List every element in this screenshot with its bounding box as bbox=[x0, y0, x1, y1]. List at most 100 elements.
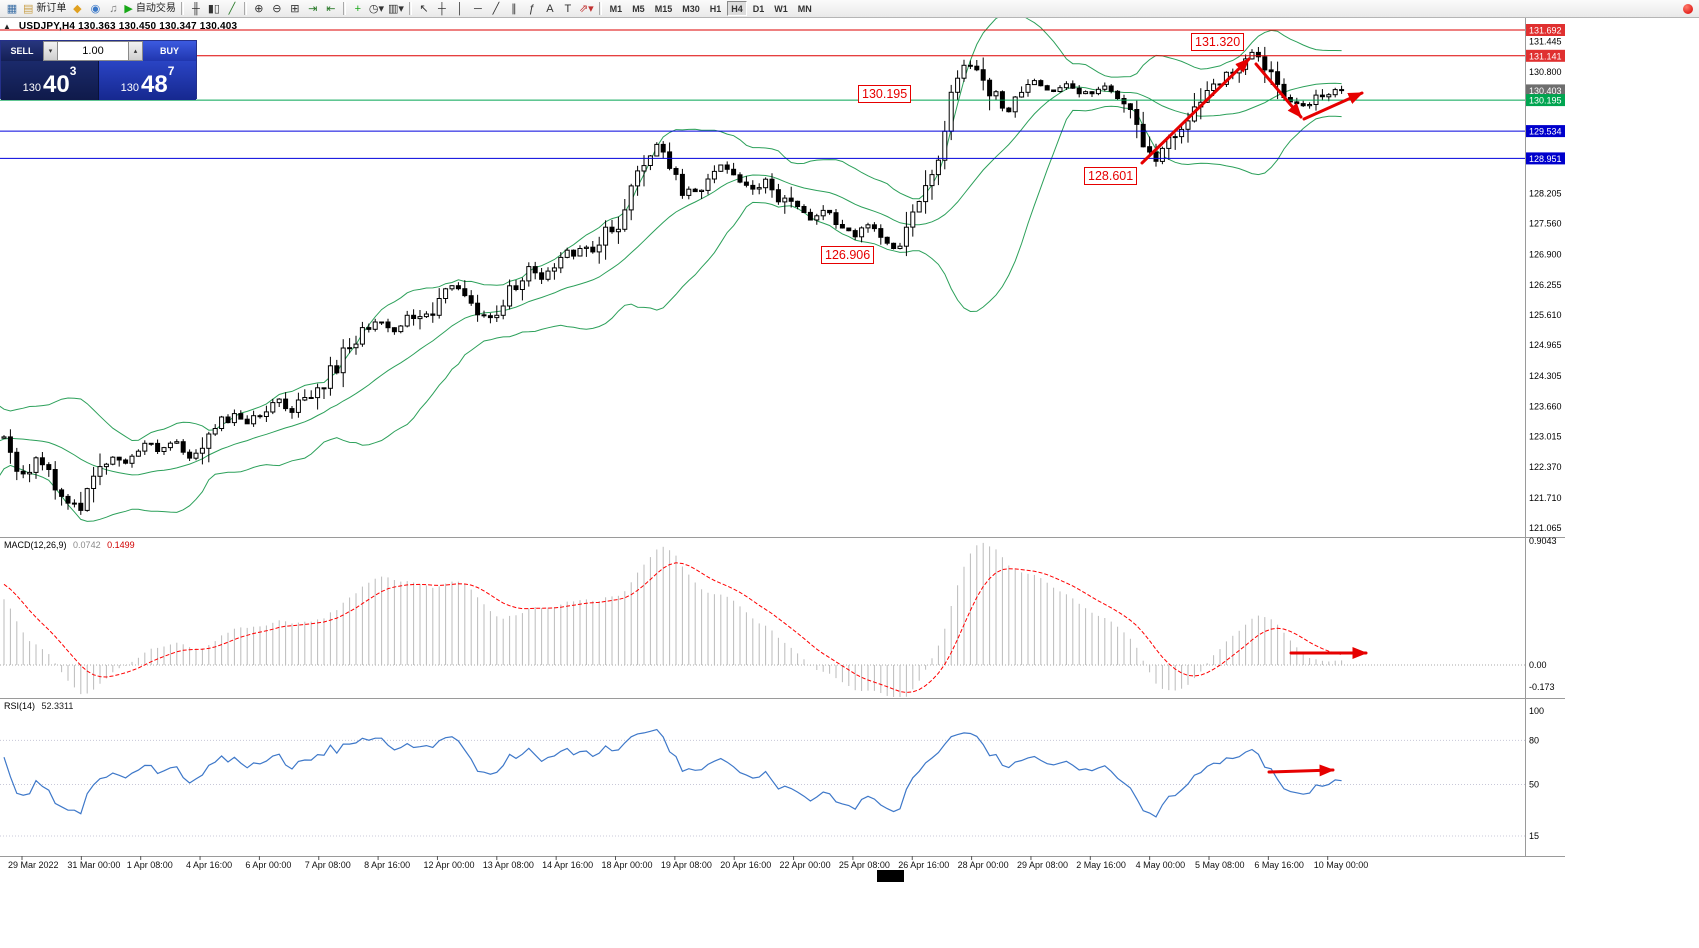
horizontal-line-icon[interactable]: ─ bbox=[469, 1, 487, 17]
macd-axis-label: -0.173 bbox=[1529, 682, 1555, 692]
scrollbar-thumb[interactable] bbox=[877, 870, 904, 882]
cursor-icon[interactable]: ↖ bbox=[415, 1, 433, 17]
time-axis-label: 31 Mar 00:00 bbox=[67, 860, 120, 870]
time-axis-label: 14 Apr 16:00 bbox=[542, 860, 593, 870]
timeframe-m15-button[interactable]: M15 bbox=[651, 1, 677, 16]
rsi-axis-label: 100 bbox=[1529, 706, 1544, 716]
trade-panel-price-row: 130 40 3 130 48 7 bbox=[1, 61, 196, 100]
price-axis-label: 122.370 bbox=[1529, 462, 1562, 472]
volume-input[interactable] bbox=[58, 41, 128, 61]
macd-value-2: 0.1499 bbox=[107, 540, 135, 550]
sell-price-big-digits: 40 bbox=[42, 71, 70, 98]
trendline-icon[interactable]: ╱ bbox=[487, 1, 505, 17]
time-axis-label: 4 Apr 16:00 bbox=[186, 860, 232, 870]
price-tag bbox=[1526, 94, 1565, 107]
timeframe-h4-button[interactable]: H4 bbox=[727, 1, 747, 16]
timeframe-d1-button[interactable]: D1 bbox=[749, 1, 769, 16]
bollinger-upper-band bbox=[0, 17, 1342, 442]
volume-increase-button[interactable]: ▴ bbox=[128, 41, 143, 61]
price-tag bbox=[1526, 125, 1565, 138]
bollinger-lower-band bbox=[0, 105, 1342, 522]
zoom-out-icon[interactable]: ⊖ bbox=[268, 1, 286, 17]
bar-chart-icon[interactable]: ╫ bbox=[187, 1, 205, 17]
arrows-icon[interactable]: ⇗▾ bbox=[578, 2, 594, 15]
macd-indicator-header: MACD(12,26,9) 0.0742 0.1499 bbox=[4, 540, 135, 550]
autotrading-button[interactable]: ▶ 自动交易 bbox=[124, 2, 176, 15]
text-icon[interactable]: A bbox=[541, 1, 559, 17]
trend-arrow[interactable] bbox=[1140, 57, 1251, 165]
price-annotation-label[interactable]: 126.906 bbox=[821, 246, 875, 264]
buy-price-prefix: 130 bbox=[120, 82, 139, 94]
tile-windows-icon[interactable]: ⊞ bbox=[286, 1, 304, 17]
time-axis-label: 4 May 00:00 bbox=[1136, 860, 1186, 870]
price-tag bbox=[1526, 49, 1565, 62]
sounds-icon[interactable]: ♫ bbox=[104, 1, 122, 17]
zoom-in-icon[interactable]: ⊕ bbox=[250, 1, 268, 17]
new-order-button[interactable]: ▤ 新订单 bbox=[23, 2, 67, 15]
notification-icon[interactable] bbox=[1683, 4, 1693, 14]
price-axis-label: 130.800 bbox=[1529, 67, 1562, 77]
auto-scroll-icon[interactable]: ⇥ bbox=[304, 1, 322, 17]
text-label-icon[interactable]: T bbox=[559, 1, 577, 17]
templates-icon[interactable]: ▥▾ bbox=[388, 2, 404, 15]
crosshair-icon[interactable]: ┼ bbox=[433, 1, 451, 17]
rsi-line bbox=[3, 728, 1342, 818]
timeframe-mn-button[interactable]: MN bbox=[794, 1, 816, 16]
sell-price-display[interactable]: 130 40 3 bbox=[1, 61, 99, 100]
time-axis-label: 5 May 08:00 bbox=[1195, 860, 1245, 870]
price-tag-label: 131.692 bbox=[1529, 26, 1562, 36]
fibonacci-icon[interactable]: ƒ bbox=[523, 1, 541, 17]
toolbar-separator bbox=[408, 2, 412, 15]
periods-icon[interactable]: ◷▾ bbox=[368, 2, 384, 15]
metaeditor-icon[interactable]: ◆ bbox=[68, 1, 86, 17]
trend-arrow[interactable] bbox=[1302, 91, 1364, 121]
sell-button[interactable]: SELL bbox=[1, 41, 43, 61]
time-axis-label: 26 Apr 16:00 bbox=[898, 860, 949, 870]
trade-panel-toggle-icon[interactable]: ▲ bbox=[3, 22, 11, 31]
rsi-label: RSI(14) bbox=[4, 701, 36, 711]
toolbar-separator bbox=[243, 2, 247, 15]
timeframe-h1-button[interactable]: H1 bbox=[706, 1, 726, 16]
channel-icon[interactable]: ∥ bbox=[505, 1, 523, 17]
timeframe-w1-button[interactable]: W1 bbox=[770, 1, 792, 16]
time-axis-label: 25 Apr 08:00 bbox=[839, 860, 890, 870]
timeframe-m1-button[interactable]: M1 bbox=[606, 1, 627, 16]
price-axis-label: 126.255 bbox=[1529, 280, 1562, 290]
rsi-axis-label: 80 bbox=[1529, 735, 1539, 745]
trend-arrow[interactable] bbox=[1267, 764, 1335, 777]
chart-shift-icon[interactable]: ⇤ bbox=[322, 1, 340, 17]
new-chart-icon[interactable]: ▦ bbox=[3, 1, 21, 17]
time-axis-label: 20 Apr 16:00 bbox=[720, 860, 771, 870]
line-chart-icon[interactable]: ╱ bbox=[223, 1, 241, 17]
price-axis-label: 124.305 bbox=[1529, 371, 1562, 381]
one-click-trading-panel: SELL ▾ ▴ BUY 130 40 3 130 48 7 bbox=[0, 40, 197, 100]
main-toolbar: ▦ ▤ 新订单 ◆ ◉ ♫ ▶ 自动交易 ╫ ▮▯ ╱ ⊕ ⊖ ⊞ ⇥ ⇤ + ◷▾ ▥▾ ↖ ┼ │ ─ ╱ ∥ ƒ A T ⇗▾ M1… bbox=[0, 0, 1699, 18]
main-price-panel bbox=[0, 17, 1345, 522]
price-annotation-label[interactable]: 128.601 bbox=[1084, 167, 1138, 185]
timeframe-m5-button[interactable]: M5 bbox=[628, 1, 649, 16]
price-tag-label: 128.951 bbox=[1529, 154, 1562, 164]
indicators-icon[interactable]: + bbox=[349, 1, 367, 17]
price-annotation-label[interactable]: 131.320 bbox=[1191, 33, 1245, 51]
rsi-value: 52.3311 bbox=[41, 701, 74, 711]
bollinger-middle-band bbox=[0, 82, 1342, 476]
trend-arrow[interactable] bbox=[1254, 62, 1303, 119]
community-icon[interactable]: ◉ bbox=[86, 1, 104, 17]
price-annotation-label[interactable]: 130.195 bbox=[858, 85, 912, 103]
toolbar-separator bbox=[342, 2, 346, 15]
volume-decrease-button[interactable]: ▾ bbox=[43, 41, 58, 61]
time-axis-label: 8 Apr 16:00 bbox=[364, 860, 410, 870]
vertical-line-icon[interactable]: │ bbox=[451, 1, 469, 17]
buy-button[interactable]: BUY bbox=[143, 41, 196, 61]
toolbar-separator bbox=[598, 2, 602, 15]
buy-price-display[interactable]: 130 48 7 bbox=[99, 61, 196, 100]
timeframe-m30-button[interactable]: M30 bbox=[678, 1, 704, 16]
price-axis-label: 131.445 bbox=[1529, 37, 1562, 47]
candlestick-chart-icon[interactable]: ▮▯ bbox=[205, 1, 223, 17]
price-tag-label: 130.403 bbox=[1529, 86, 1562, 96]
price-axis-label: 125.610 bbox=[1529, 310, 1562, 320]
time-axis-label: 6 Apr 00:00 bbox=[245, 860, 291, 870]
time-axis-label: 28 Apr 00:00 bbox=[958, 860, 1009, 870]
price-axis-label: 126.900 bbox=[1529, 250, 1562, 260]
